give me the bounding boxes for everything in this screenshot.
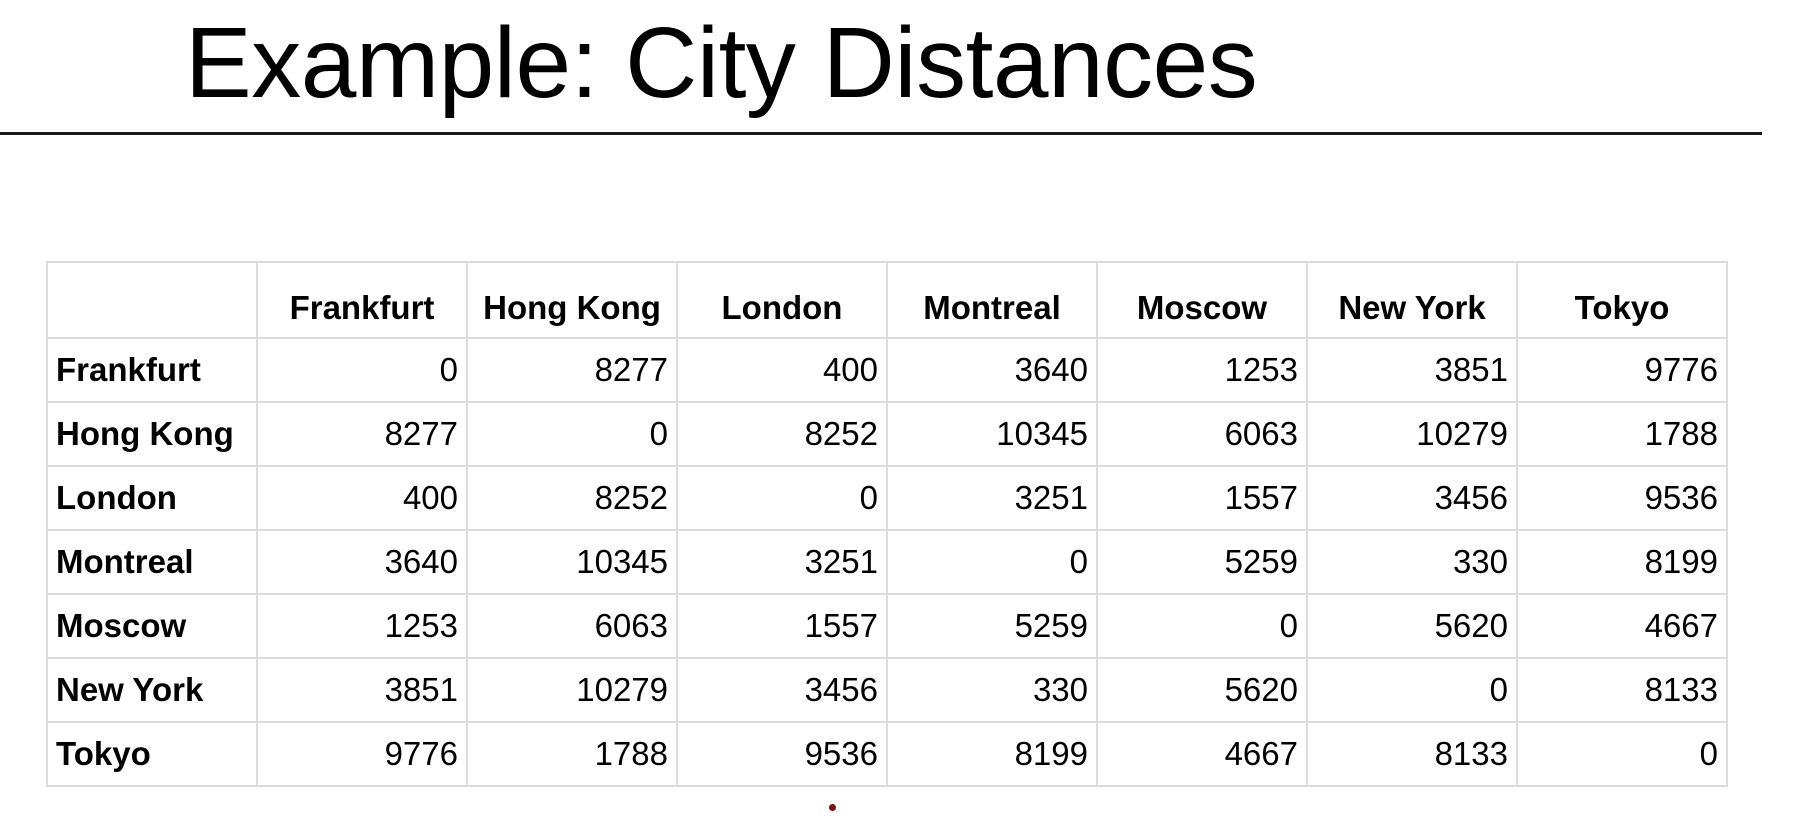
- column-header: London: [676, 261, 888, 339]
- distance-cell: 9536: [676, 721, 888, 787]
- distance-cell: 8252: [466, 465, 678, 531]
- distance-cell: 3851: [256, 657, 468, 723]
- corner-cell: [46, 261, 258, 339]
- distance-cell: 400: [256, 465, 468, 531]
- distance-table: Frankfurt Hong Kong London Montreal Moscow Ne…: [46, 261, 1728, 787]
- table-row: New York 3851 10279 3456 330 5620 0 8133: [46, 657, 1728, 723]
- distance-cell: 8277: [466, 337, 678, 403]
- row-header: London: [46, 465, 258, 531]
- distance-cell: 9536: [1516, 465, 1728, 531]
- distance-cell: 8277: [256, 401, 468, 467]
- distance-cell: 0: [1306, 657, 1518, 723]
- table-row: Tokyo 9776 1788 9536 8199 4667 8133 0: [46, 721, 1728, 787]
- row-header: Montreal: [46, 529, 258, 595]
- row-header: Tokyo: [46, 721, 258, 787]
- distance-cell: 3640: [886, 337, 1098, 403]
- distance-cell: 6063: [466, 593, 678, 659]
- table-header: Frankfurt Hong Kong London Montreal Moscow Ne…: [46, 261, 1728, 339]
- column-header: Montreal: [886, 261, 1098, 339]
- distance-cell: 3640: [256, 529, 468, 595]
- column-header: Moscow: [1096, 261, 1308, 339]
- distance-table-container: Frankfurt Hong Kong London Montreal Moscow Ne…: [46, 261, 1728, 787]
- row-header: New York: [46, 657, 258, 723]
- row-header: Moscow: [46, 593, 258, 659]
- distance-cell: 5259: [886, 593, 1098, 659]
- title-divider: [0, 132, 1762, 135]
- distance-cell: 5259: [1096, 529, 1308, 595]
- distance-cell: 0: [1516, 721, 1728, 787]
- distance-cell: 1788: [466, 721, 678, 787]
- distance-cell: 8252: [676, 401, 888, 467]
- distance-cell: 1557: [676, 593, 888, 659]
- distance-cell: 8199: [1516, 529, 1728, 595]
- table-row: Moscow 1253 6063 1557 5259 0 5620 4667: [46, 593, 1728, 659]
- distance-cell: 400: [676, 337, 888, 403]
- distance-cell: 0: [886, 529, 1098, 595]
- distance-cell: 9776: [1516, 337, 1728, 403]
- pointer-dot: [829, 804, 836, 811]
- column-header: Tokyo: [1516, 261, 1728, 339]
- distance-cell: 10345: [466, 529, 678, 595]
- distance-cell: 10345: [886, 401, 1098, 467]
- distance-cell: 5620: [1306, 593, 1518, 659]
- distance-cell: 3251: [886, 465, 1098, 531]
- distance-cell: 1788: [1516, 401, 1728, 467]
- distance-cell: 0: [466, 401, 678, 467]
- distance-cell: 0: [256, 337, 468, 403]
- table-row: Hong Kong 8277 0 8252 10345 6063 10279 1788: [46, 401, 1728, 467]
- distance-cell: 6063: [1096, 401, 1308, 467]
- distance-cell: 10279: [1306, 401, 1518, 467]
- header-row: Frankfurt Hong Kong London Montreal Moscow Ne…: [46, 261, 1728, 339]
- column-header: New York: [1306, 261, 1518, 339]
- distance-cell: 3456: [676, 657, 888, 723]
- distance-cell: 8199: [886, 721, 1098, 787]
- distance-cell: 1253: [256, 593, 468, 659]
- row-header: Frankfurt: [46, 337, 258, 403]
- table-row: London 400 8252 0 3251 1557 3456 9536: [46, 465, 1728, 531]
- distance-cell: 3251: [676, 529, 888, 595]
- distance-cell: 4667: [1096, 721, 1308, 787]
- distance-cell: 0: [1096, 593, 1308, 659]
- distance-cell: 5620: [1096, 657, 1308, 723]
- distance-cell: 9776: [256, 721, 468, 787]
- column-header: Hong Kong: [466, 261, 678, 339]
- distance-cell: 0: [676, 465, 888, 531]
- distance-cell: 1253: [1096, 337, 1308, 403]
- distance-cell: 1557: [1096, 465, 1308, 531]
- distance-cell: 330: [1306, 529, 1518, 595]
- distance-cell: 8133: [1516, 657, 1728, 723]
- table-row: Montreal 3640 10345 3251 0 5259 330 8199: [46, 529, 1728, 595]
- table-row: Frankfurt 0 8277 400 3640 1253 3851 9776: [46, 337, 1728, 403]
- row-header: Hong Kong: [46, 401, 258, 467]
- distance-cell: 3851: [1306, 337, 1518, 403]
- column-header: Frankfurt: [256, 261, 468, 339]
- table-body: Frankfurt 0 8277 400 3640 1253 3851 9776 Hong Ko…: [46, 337, 1728, 787]
- distance-cell: 4667: [1516, 593, 1728, 659]
- slide-title: Example: City Distances: [185, 7, 1258, 119]
- distance-cell: 330: [886, 657, 1098, 723]
- distance-cell: 3456: [1306, 465, 1518, 531]
- distance-cell: 8133: [1306, 721, 1518, 787]
- distance-cell: 10279: [466, 657, 678, 723]
